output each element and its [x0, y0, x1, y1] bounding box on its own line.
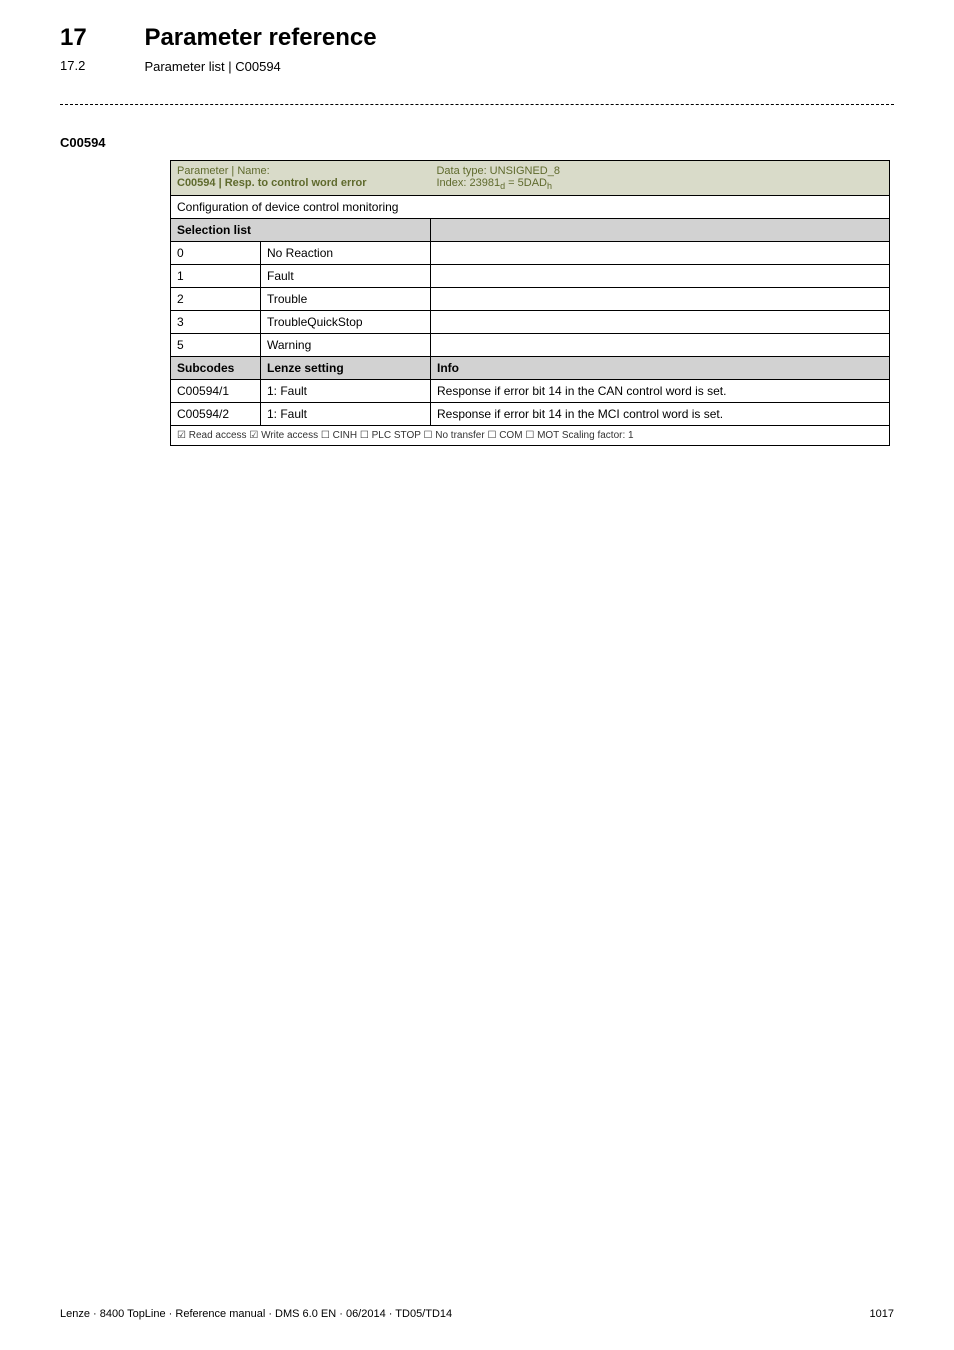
subcode-code: C00594/1 [171, 380, 261, 403]
selection-label: TroubleQuickStop [261, 311, 431, 334]
table-row: 2 Trouble [171, 288, 890, 311]
param-table: Parameter | Name: C00594 | Resp. to cont… [170, 160, 890, 446]
subcode-code: C00594/2 [171, 403, 261, 426]
selection-empty [430, 311, 889, 334]
param-header-left: Parameter | Name: C00594 | Resp. to cont… [171, 161, 431, 196]
section-number: 17.2 [60, 58, 140, 73]
param-index: Index: 23981d = 5DADh [436, 177, 552, 189]
selection-empty [430, 334, 889, 357]
chapter-title: Parameter reference [144, 24, 376, 52]
param-description-row: Configuration of device control monitori… [171, 196, 890, 219]
param-header-right: Data type: UNSIGNED_8 Index: 23981d = 5D… [430, 161, 889, 196]
selection-empty [430, 265, 889, 288]
subcode-setting: 1: Fault [261, 403, 431, 426]
section-title: Parameter list | C00594 [144, 59, 280, 74]
selection-num: 3 [171, 311, 261, 334]
table-row: 3 TroubleQuickStop [171, 311, 890, 334]
selection-num: 0 [171, 242, 261, 265]
lenze-setting-label: Lenze setting [261, 357, 431, 380]
subcodes-header-row: Subcodes Lenze setting Info [171, 357, 890, 380]
param-flags: ☑ Read access ☑ Write access ☐ CINH ☐ PL… [171, 426, 890, 446]
table-row: C00594/1 1: Fault Response if error bit … [171, 380, 890, 403]
param-datatype: Data type: UNSIGNED_8 [436, 165, 560, 177]
subcode-info: Response if error bit 14 in the CAN cont… [430, 380, 889, 403]
selection-empty [430, 288, 889, 311]
selection-list-empty [430, 219, 889, 242]
table-row: 0 No Reaction [171, 242, 890, 265]
subcode-setting: 1: Fault [261, 380, 431, 403]
selection-num: 2 [171, 288, 261, 311]
footer-left: Lenze · 8400 TopLine · Reference manual … [60, 1308, 452, 1320]
selection-empty [430, 242, 889, 265]
param-header-row: Parameter | Name: C00594 | Resp. to cont… [171, 161, 890, 196]
chapter-number: 17 [60, 24, 140, 52]
subcodes-label: Subcodes [171, 357, 261, 380]
selection-num: 1 [171, 265, 261, 288]
selection-num: 5 [171, 334, 261, 357]
subcode-info: Response if error bit 14 in the MCI cont… [430, 403, 889, 426]
section-header: 17.2 Parameter list | C00594 [60, 58, 894, 76]
selection-list-label: Selection list [171, 219, 431, 242]
footer-page-number: 1017 [870, 1308, 894, 1320]
divider [60, 104, 894, 105]
table-row: 1 Fault [171, 265, 890, 288]
table-row: C00594/2 1: Fault Response if error bit … [171, 403, 890, 426]
param-code-heading: C00594 [60, 135, 894, 150]
selection-label: Warning [261, 334, 431, 357]
param-description: Configuration of device control monitori… [171, 196, 890, 219]
param-header-label: Parameter | Name: [177, 165, 270, 177]
param-header-name: C00594 | Resp. to control word error [177, 177, 367, 189]
page-footer: Lenze · 8400 TopLine · Reference manual … [60, 1308, 894, 1320]
selection-label: No Reaction [261, 242, 431, 265]
param-table-wrapper: Parameter | Name: C00594 | Resp. to cont… [170, 160, 890, 446]
param-flags-row: ☑ Read access ☑ Write access ☐ CINH ☐ PL… [171, 426, 890, 446]
table-row: 5 Warning [171, 334, 890, 357]
selection-label: Fault [261, 265, 431, 288]
selection-label: Trouble [261, 288, 431, 311]
selection-list-header-row: Selection list [171, 219, 890, 242]
info-label: Info [430, 357, 889, 380]
chapter-header: 17 Parameter reference [60, 24, 894, 52]
